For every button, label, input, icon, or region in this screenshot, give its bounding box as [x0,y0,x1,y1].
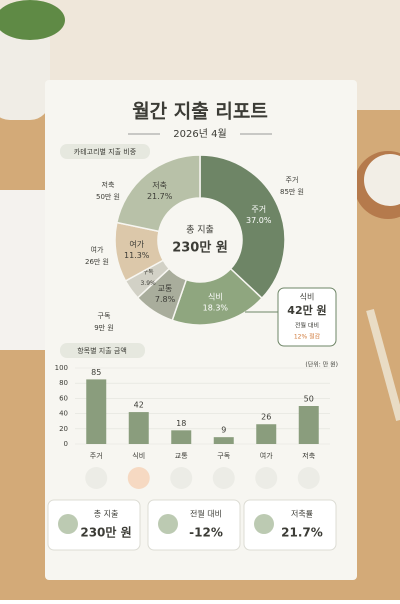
summary-card [47,499,141,551]
slice-name: 식비 [208,293,223,302]
bar [256,424,277,444]
y-tick-label: 100 [55,364,68,372]
section-pill [60,343,145,358]
outer-amount: 9만 원 [94,323,114,332]
category-icon [212,467,235,489]
card-icon [58,514,78,534]
category-icon [170,467,193,489]
outer-amount: 50만 원 [96,192,120,201]
card-value: 21.7% [281,526,323,540]
outer-name: 저축 [102,180,115,189]
y-tick-label: 20 [59,425,68,433]
slice-percent: 18.3% [203,304,229,313]
x-tick-label: 여가 [260,451,273,460]
card-label: 전월 대비 [190,509,222,519]
donut-slice [199,154,286,300]
bar-label: 85 [91,368,101,377]
card-label: 저축률 [291,510,313,519]
notebook [0,190,48,350]
outer-name: 주거 [286,175,299,184]
title: 월간 지출 리포트 [132,101,268,123]
slice-name: 저축 [152,181,167,190]
bar-label: 50 [304,395,314,404]
slice-name: 구독 [143,269,155,276]
bar-label: 18 [176,419,186,428]
bar-label: 42 [134,401,144,410]
pot [0,20,50,120]
plant [0,0,65,40]
slice-percent: 7.8% [155,295,176,304]
category-icon [85,467,108,489]
summary-card [243,499,337,551]
bar-label: 9 [221,426,226,435]
date: 2026년 4월 [173,128,226,140]
callout-amount: 42만 원 [287,303,326,317]
y-tick-label: 60 [59,394,68,402]
card-value: -12% [189,526,223,540]
donut-slice [115,154,201,233]
callout [277,287,337,347]
unit: (단위: 만 원) [305,361,338,369]
callout-change: 12% 절감 [294,333,321,341]
slice-percent: 37.0% [246,216,272,225]
section-pill [60,144,150,159]
x-tick-label: 저축 [302,451,315,460]
pen [366,308,400,422]
slice-name: 교통 [158,284,173,293]
bar-label: 26 [261,413,271,422]
x-tick-label: 주거 [90,451,103,460]
slice-percent: 21.7% [147,192,173,201]
y-tick-label: 80 [59,379,68,387]
category-icon [297,467,320,489]
callout-name: 식비 [300,293,315,302]
slice-name: 주거 [251,205,266,214]
card-label: 총 지출 [94,509,119,519]
center-label: 총 지출 [186,225,214,236]
y-tick-label: 40 [59,410,68,418]
callout-note: 전월 대비 [295,322,319,330]
bar [128,412,149,444]
category-icon [255,467,278,489]
category-icon [127,467,150,489]
outer-amount: 26만 원 [85,257,109,266]
outer-amount: 85만 원 [280,187,304,196]
x-tick-label: 식비 [132,451,145,460]
x-tick-label: 구독 [217,452,230,460]
slice-percent: 11.3% [124,251,150,260]
card-icon [158,514,178,534]
slice-name: 여가 [129,239,144,249]
summary-card [147,499,241,551]
bar [213,437,234,444]
card-icon [254,514,274,534]
x-tick-label: 교통 [175,452,188,460]
slice-percent: 3.9% [140,280,156,287]
mug [364,154,400,206]
card-value: 230만 원 [80,525,131,540]
outer-name: 여가 [91,245,104,254]
center-value: 230만 원 [172,240,228,256]
outer-name: 구독 [98,312,111,320]
bar [86,379,107,444]
bar [298,406,319,444]
section-title: 항목별 지출 금액 [77,346,127,355]
bar [171,430,192,444]
y-tick-label: 0 [64,440,68,448]
section-title: 카테고리별 지출 비중 [74,147,137,156]
